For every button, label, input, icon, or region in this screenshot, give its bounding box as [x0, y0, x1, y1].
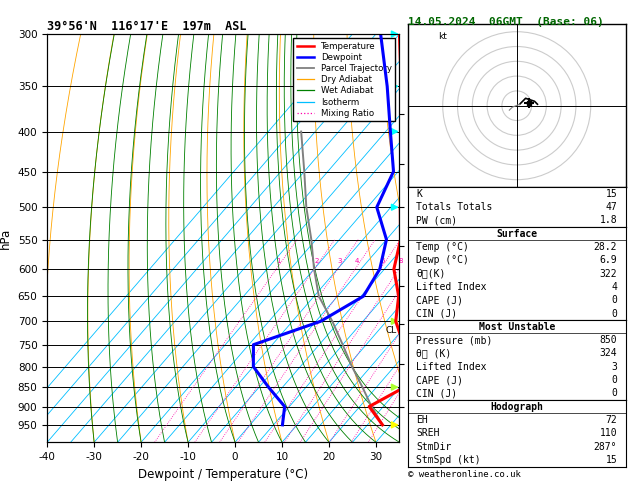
Text: 110: 110 — [599, 428, 617, 438]
Text: K: K — [416, 189, 422, 199]
Text: 14.05.2024  06GMT  (Base: 06): 14.05.2024 06GMT (Base: 06) — [408, 17, 603, 27]
Text: Temp (°C): Temp (°C) — [416, 242, 469, 252]
Text: 287°: 287° — [594, 442, 617, 451]
Text: 28.2: 28.2 — [594, 242, 617, 252]
Text: 39°56'N  116°17'E  197m  ASL: 39°56'N 116°17'E 197m ASL — [47, 20, 247, 33]
Text: CL: CL — [386, 327, 397, 335]
Text: Dewp (°C): Dewp (°C) — [416, 255, 469, 265]
Text: 0: 0 — [611, 388, 617, 399]
Text: CIN (J): CIN (J) — [416, 309, 457, 318]
Text: 72: 72 — [605, 415, 617, 425]
Y-axis label: hPa: hPa — [0, 227, 12, 249]
Text: Surface: Surface — [496, 229, 537, 239]
Text: 8: 8 — [399, 258, 403, 264]
Text: 324: 324 — [599, 348, 617, 359]
Text: EH: EH — [416, 415, 428, 425]
Text: 0: 0 — [611, 309, 617, 318]
Text: 850: 850 — [599, 335, 617, 345]
Text: Lifted Index: Lifted Index — [416, 282, 487, 292]
Text: θᴄ(K): θᴄ(K) — [416, 269, 446, 278]
Text: SREH: SREH — [416, 428, 440, 438]
Text: 1: 1 — [276, 258, 281, 264]
Text: 2: 2 — [314, 258, 318, 264]
Text: 322: 322 — [599, 269, 617, 278]
Text: CAPE (J): CAPE (J) — [416, 375, 464, 385]
X-axis label: Dewpoint / Temperature (°C): Dewpoint / Temperature (°C) — [138, 468, 308, 481]
Text: θᴄ (K): θᴄ (K) — [416, 348, 452, 359]
Text: CIN (J): CIN (J) — [416, 388, 457, 399]
Text: StmSpd (kt): StmSpd (kt) — [416, 455, 481, 465]
Text: PW (cm): PW (cm) — [416, 215, 457, 226]
Text: Pressure (mb): Pressure (mb) — [416, 335, 493, 345]
Text: Hodograph: Hodograph — [490, 401, 543, 412]
Text: 15: 15 — [605, 455, 617, 465]
Text: 6.9: 6.9 — [599, 255, 617, 265]
Text: 47: 47 — [605, 202, 617, 212]
Text: 3: 3 — [611, 362, 617, 372]
Text: 4: 4 — [355, 258, 359, 264]
Y-axis label: km
ASL: km ASL — [418, 229, 440, 247]
Text: 0: 0 — [611, 375, 617, 385]
Text: Lifted Index: Lifted Index — [416, 362, 487, 372]
Legend: Temperature, Dewpoint, Parcel Trajectory, Dry Adiabat, Wet Adiabat, Isotherm, Mi: Temperature, Dewpoint, Parcel Trajectory… — [293, 38, 395, 121]
Text: 4: 4 — [611, 282, 617, 292]
Text: 6: 6 — [380, 258, 384, 264]
Text: Totals Totals: Totals Totals — [416, 202, 493, 212]
Text: StmDir: StmDir — [416, 442, 452, 451]
Text: 0: 0 — [611, 295, 617, 305]
Text: kt: kt — [438, 32, 447, 41]
Text: CAPE (J): CAPE (J) — [416, 295, 464, 305]
Text: Most Unstable: Most Unstable — [479, 322, 555, 332]
Text: © weatheronline.co.uk: © weatheronline.co.uk — [408, 469, 520, 479]
Text: 15: 15 — [605, 189, 617, 199]
Text: 1.8: 1.8 — [599, 215, 617, 226]
Text: 3: 3 — [338, 258, 342, 264]
